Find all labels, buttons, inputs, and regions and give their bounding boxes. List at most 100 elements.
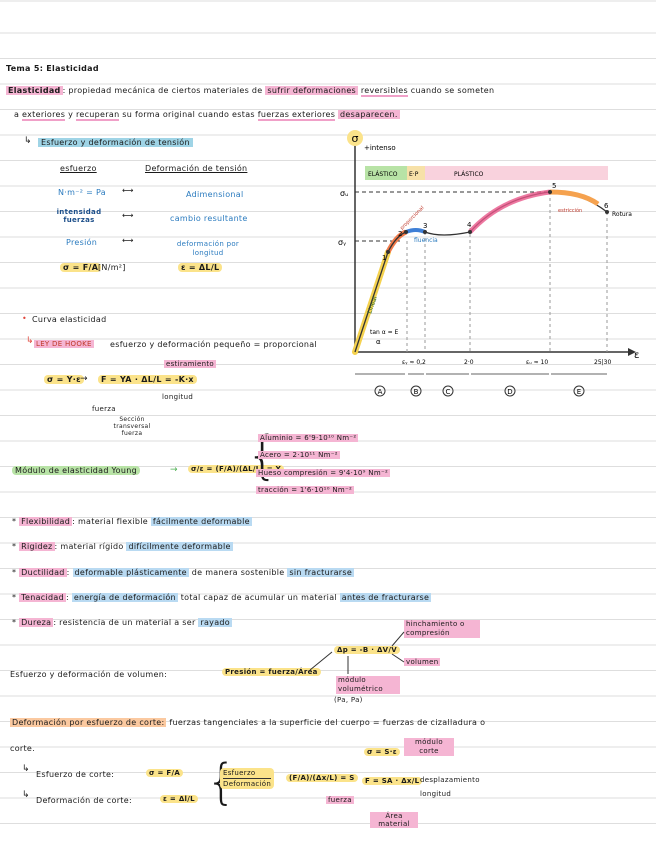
volumen-modulo: módulo volumétrico	[336, 676, 400, 694]
tension-r2a: intensidad fuerzas	[56, 208, 102, 224]
zone-ep	[407, 166, 425, 180]
corte-line-2: corte.	[10, 744, 35, 753]
double-arrow-icon: ⟷	[122, 211, 134, 220]
x-axis-label: ε	[634, 350, 639, 361]
zone-elastic	[365, 166, 407, 180]
tension-r2b: cambio resultante	[170, 214, 248, 223]
zone-b: B	[414, 388, 419, 396]
volumen-hinch: hinchamiento o compresión	[404, 620, 480, 638]
volumen-formula: Δp = -B · ΔV/V	[334, 646, 400, 654]
prop-tenacidad: * Tenacidad: energía de deformación tota…	[12, 593, 432, 602]
point-3-label: 3	[423, 222, 427, 230]
volumen-label: Esfuerzo y deformación de volumen:	[10, 670, 168, 679]
curva-title: Curva elasticidad	[32, 315, 107, 324]
estriccion-label: estricción	[558, 207, 582, 214]
corte-esfuerzo-formula: σ = F/A	[146, 769, 184, 777]
young-v1: Aluminio = 6'9·10¹⁰ Nm⁻²	[258, 434, 359, 442]
point-4	[468, 230, 472, 234]
volumen-unit: (Pa, Pa)	[334, 696, 363, 704]
longitud-label: longitud	[162, 393, 194, 401]
tension-col-esfuerzo: esfuerzo	[60, 164, 97, 173]
proporcional-label: proporcional	[399, 205, 425, 231]
point-5-label: 5	[552, 182, 556, 190]
volumen-arrows	[309, 631, 405, 674]
zone-ep-label: E·P	[409, 171, 419, 178]
corte-long: longitud	[420, 790, 452, 798]
young-v2: Acero = 2·10¹¹ Nm⁻²	[258, 451, 340, 459]
alpha-label: α	[376, 338, 381, 346]
tension-r1a: N·m⁻² = Pa	[58, 188, 106, 197]
corte-line-1: Deformación por esfuerzo de corte: fuerz…	[10, 718, 486, 727]
corte-modulo: módulo corte	[404, 738, 454, 756]
tension-col-deformacion: Deformación de tensión	[145, 164, 248, 173]
sigma-y-label: σᵧ	[338, 238, 346, 247]
x-tick-3: εᵤ ≈ 10	[526, 359, 548, 366]
prop-flexibilidad: * Flexibilidad: material flexible fácilm…	[12, 517, 252, 526]
young-label: Módulo de elasticidad Young	[12, 466, 140, 475]
stress-strain-chart: σ +intenso ε ELÁSTICO E·P PLÁSTICO σᵤ σᵧ…	[338, 130, 639, 397]
fuerza-label: fuerza	[92, 405, 116, 413]
arrow-icon: ↳	[26, 336, 34, 346]
point-1-label: 1	[382, 254, 386, 262]
tension-r3b: deformación por longitud	[176, 240, 240, 257]
prop-dureza: * Dureza: resistencia de un material a s…	[12, 618, 232, 627]
point-1	[386, 250, 390, 254]
corte-deformacion-formula: ε = Δl/L	[160, 795, 198, 803]
zone-a: A	[378, 388, 383, 396]
corte-area: Área material	[370, 812, 418, 828]
elasticidad-line-2: a exteriores y recuperan su forma origin…	[14, 110, 400, 121]
arrow-icon: →	[170, 465, 178, 475]
zone-c: C	[446, 388, 451, 396]
segment-fluencia-hl	[405, 228, 426, 234]
zone-e: E	[577, 388, 581, 396]
zone-d: D	[507, 388, 512, 396]
tension-r3a: Presión	[66, 238, 98, 247]
prop-ductilidad: * Ductilidad: deformable plásticamente d…	[12, 568, 355, 577]
prop-rigidez: * Rigidez: material rígido difícilmente …	[12, 542, 233, 551]
elasticidad-term: Elasticidad	[6, 86, 63, 95]
tension-formula-2: ε = ΔL/L	[178, 263, 223, 272]
zone-plastic-label: PLÁSTICO	[454, 171, 484, 178]
tension-header: Esfuerzo y deformación de tensión	[38, 138, 193, 147]
arrow-icon: ↳	[24, 136, 32, 146]
hooke-text: esfuerzo y deformación pequeño = proporc…	[110, 340, 317, 349]
corte-ratio-label: Esfuerzo Deformación	[220, 768, 275, 789]
corte-sigma: σ = S·ε	[364, 748, 400, 756]
x-tick-4: 25|30	[594, 359, 611, 366]
volumen-presion: Presión = fuerza/Área	[222, 668, 321, 676]
estiramiento-label: estiramiento	[164, 360, 216, 368]
arrow-line	[391, 631, 405, 647]
fluencia-label: fluencia	[414, 237, 438, 244]
zone-a-circle	[374, 385, 386, 397]
hooke-label: LEY DE HOOKE	[34, 340, 94, 348]
arrow-line	[391, 653, 405, 663]
corte-ratio: (F/A)/(Δx/L) = S	[286, 774, 358, 782]
x-tick-2: 2·0	[464, 359, 474, 366]
y-axis-label-bg	[347, 130, 363, 146]
y-axis-label: σ	[352, 132, 359, 145]
zone-b-circle	[410, 385, 422, 397]
rotura-label: Rotura	[612, 211, 632, 218]
tension-formula-1: σ = F/A	[60, 263, 102, 272]
corte-fs: F = SA · Δx/L	[362, 777, 423, 785]
intense-label: +intenso	[364, 144, 396, 152]
x-tick-1: εᵧ ≈ 0,2	[402, 359, 426, 366]
tension-unit: [N/m²]	[98, 263, 126, 272]
point-6	[605, 210, 609, 214]
double-arrow-icon: ⟷	[122, 236, 134, 245]
tan-label: tan α = E	[370, 329, 399, 336]
point-5	[548, 190, 552, 194]
hooke-formula: σ = Y·ε	[44, 375, 84, 384]
arrow-line	[309, 651, 333, 671]
young-v3: Hueso compresión = 9'4·10⁹ Nm⁻²	[256, 469, 391, 477]
volumen-vol: volumen	[404, 658, 441, 666]
zone-plastic	[425, 166, 608, 180]
segment-hardening-hl	[468, 189, 551, 234]
hooke-formula-2: F = YA · ΔL/L = -K·x	[98, 375, 197, 384]
point-2-label: 2	[398, 230, 402, 238]
young-formula: σ/ε = (F/A)/(ΔL/L) = Y	[188, 465, 285, 473]
star-icon: •	[22, 314, 28, 323]
point-4-label: 4	[467, 221, 472, 229]
point-3	[423, 230, 427, 234]
zone-c-circle	[442, 385, 454, 397]
